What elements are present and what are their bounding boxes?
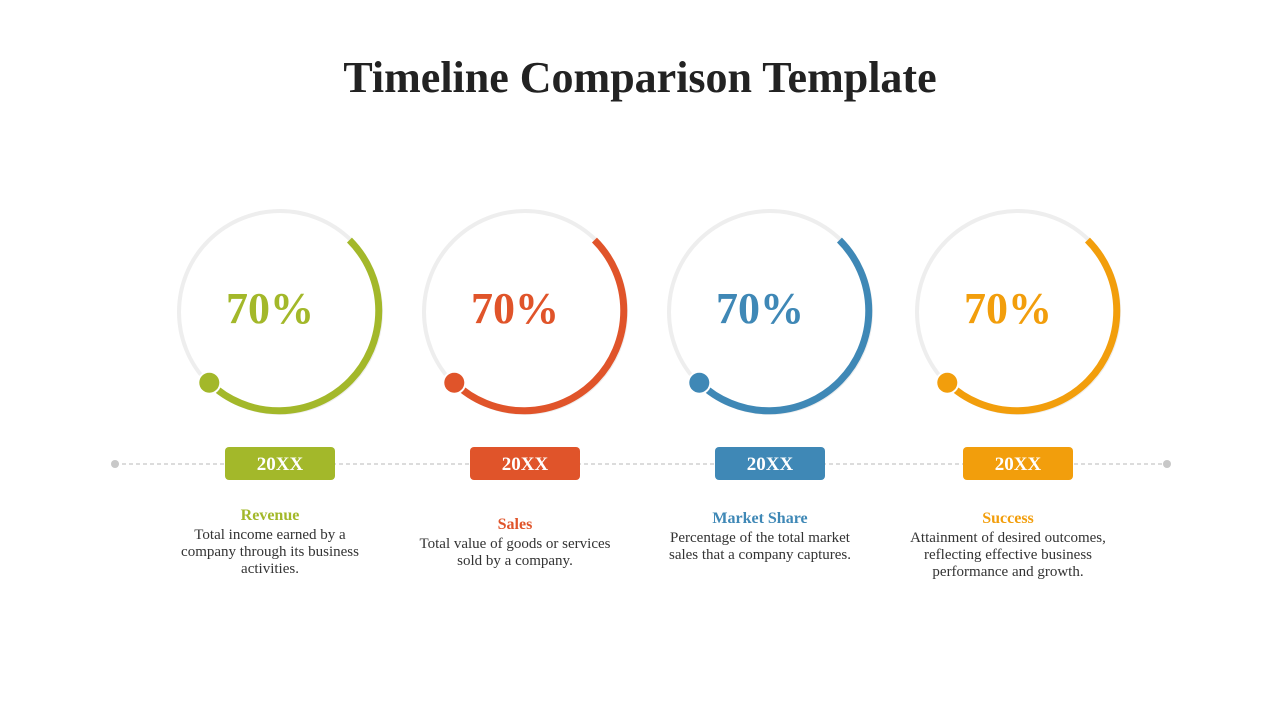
ring	[182, 214, 378, 410]
year-pill	[715, 447, 825, 480]
year: 20XX	[257, 454, 304, 475]
year: 20XX	[747, 454, 794, 475]
ring	[672, 214, 868, 410]
item-title: Market Share	[712, 510, 808, 527]
progress-dot	[687, 370, 712, 395]
item-description: Percentage of the total market sales tha…	[668, 530, 851, 563]
caption: Market Share Percentage of the total mark…	[655, 510, 865, 564]
slide-title: Timeline Comparison Template	[343, 53, 937, 102]
year-pill	[225, 447, 335, 480]
item-title: Revenue	[240, 507, 300, 524]
progress-dot	[935, 370, 960, 395]
percent: 70%	[471, 284, 559, 333]
percent: 70%	[964, 284, 1052, 333]
caption: Revenue Total income earned by a company …	[165, 507, 375, 578]
progress-arc	[451, 237, 628, 415]
year: 20XX	[502, 454, 549, 475]
caption: Sales Total value of goods or services so…	[410, 516, 620, 570]
item-title: Success	[982, 510, 1034, 527]
item-title: Sales	[497, 516, 533, 533]
progress-dot	[197, 370, 222, 395]
item-description: Total value of goods or services sold by…	[419, 536, 611, 569]
progress-arc	[944, 237, 1121, 415]
item-description: Attainment of desired outcomes, reflecti…	[910, 530, 1106, 580]
caption: Success Attainment of desired outcomes, r…	[903, 510, 1113, 581]
timeline-end	[111, 460, 119, 468]
progress-arc	[206, 237, 383, 415]
progress-dot	[442, 370, 467, 395]
percent: 70%	[716, 284, 804, 333]
ring	[920, 214, 1116, 410]
year-pill	[963, 447, 1073, 480]
percent: 70%	[226, 284, 314, 333]
year-pill	[470, 447, 580, 480]
item-description: Total income earned by a company through…	[181, 527, 359, 577]
timeline-end	[1163, 460, 1171, 468]
progress-arc	[696, 237, 873, 415]
year: 20XX	[995, 454, 1042, 475]
ring	[427, 214, 623, 410]
